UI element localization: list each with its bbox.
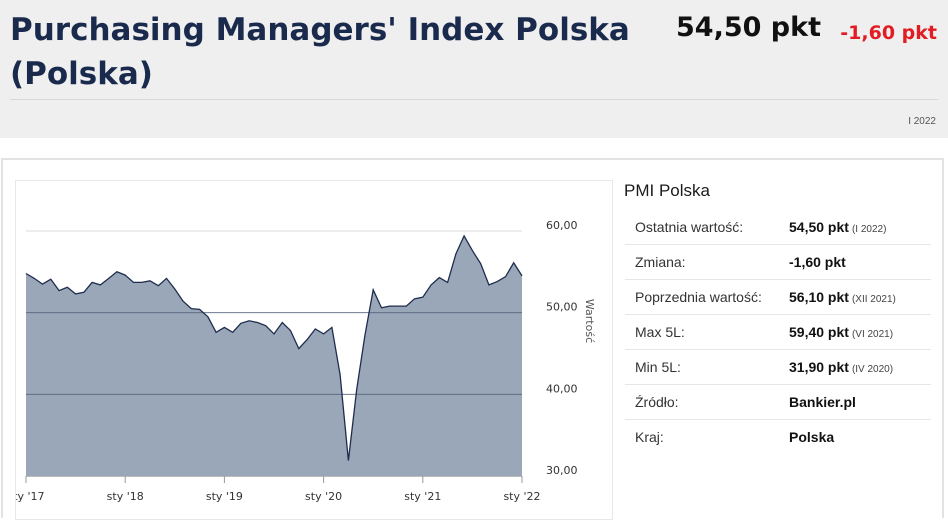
page-title: Purchasing Managers' Index Polska (Polsk… [10, 12, 630, 92]
y-axis-title: Wartość [583, 299, 596, 343]
x-tick-label: sty '17 [16, 490, 45, 503]
stats-row: Min 5L: 31,90 pkt (IV 2020) [625, 349, 931, 385]
stats-label: Max 5L: [625, 314, 789, 350]
stats-row: Ostatnia wartość: 54,50 pkt (I 2022) [625, 210, 931, 245]
stats-value: Polska [789, 429, 835, 445]
stats-note: (IV 2020) [851, 364, 894, 375]
stats-label: Ostatnia wartość: [625, 210, 789, 245]
content-panel: 60,00 50,00 40,00 30,00 Wartość sty '17 sty '1… [1, 158, 944, 520]
x-tick-label: sty '21 [404, 490, 441, 503]
x-tick-label: sty '18 [107, 490, 144, 503]
stats-value-cell: -1,60 pkt [789, 244, 931, 280]
current-value: 54,50 pkt [676, 12, 821, 43]
stats-value: -1,60 pkt [789, 254, 846, 270]
stats-row: Poprzednia wartość: 56,10 pkt (XII 2021) [625, 279, 931, 315]
y-tick-label: 60,00 [546, 219, 578, 232]
stats-value-cell: 54,50 pkt (I 2022) [789, 210, 931, 245]
stats-label: Kraj: [635, 429, 664, 445]
stats-value-cell: Polska [789, 420, 931, 455]
series-line [25, 234, 523, 461]
stats-value: 54,50 pkt [789, 219, 849, 235]
stats-note: (VI 2021) [851, 329, 894, 340]
stats-row: Kraj: Polska [625, 420, 931, 455]
value-change: -1,60 pkt [840, 22, 937, 44]
stats-table: Ostatnia wartość: 54,50 pkt (I 2022) Zmiana… [625, 210, 931, 454]
stats-value-cell: 56,10 pkt (XII 2021) [789, 279, 931, 315]
y-tick-label: 40,00 [546, 382, 578, 395]
stats-value: 59,40 pkt [789, 324, 849, 340]
stats-label: Zmiana: [625, 244, 789, 280]
header-divider [10, 99, 938, 100]
stats-value: 31,90 pkt [789, 359, 849, 375]
stats-label: Źródło: [625, 384, 789, 420]
stats-value-cell: Bankier.pl [789, 384, 931, 420]
chart-container: 60,00 50,00 40,00 30,00 Wartość sty '17 sty '1… [15, 180, 613, 520]
sidebar-title: PMI Polska [624, 181, 710, 200]
stats-label: Min 5L: [625, 349, 789, 385]
stats-row: Źródło: Bankier.pl [625, 384, 931, 420]
pmi-chart: 60,00 50,00 40,00 30,00 Wartość sty '17 sty '1… [16, 219, 596, 503]
series-area [26, 235, 522, 476]
stats-value-cell: 59,40 pkt (VI 2021) [789, 314, 931, 350]
stats-note: (I 2022) [851, 224, 887, 235]
x-tick-label: sty '19 [206, 490, 243, 503]
stats-row: Zmiana: -1,60 pkt [625, 244, 931, 280]
header-bar: Purchasing Managers' Index Polska (Polsk… [0, 0, 948, 138]
x-tick-label: sty '20 [305, 490, 342, 503]
y-tick-label: 30,00 [546, 464, 578, 477]
period-label: I 2022 [908, 116, 936, 127]
stats-value: Bankier.pl [789, 394, 856, 410]
y-tick-label: 50,00 [546, 301, 578, 314]
x-tick-label: sty '22 [503, 490, 540, 503]
stats-value: 56,10 pkt [789, 289, 849, 305]
stats-note: (XII 2021) [851, 294, 896, 305]
stats-value-cell: 31,90 pkt (IV 2020) [789, 349, 931, 385]
stats-row: Max 5L: 59,40 pkt (VI 2021) [625, 314, 931, 350]
stats-label: Poprzednia wartość: [625, 279, 789, 315]
